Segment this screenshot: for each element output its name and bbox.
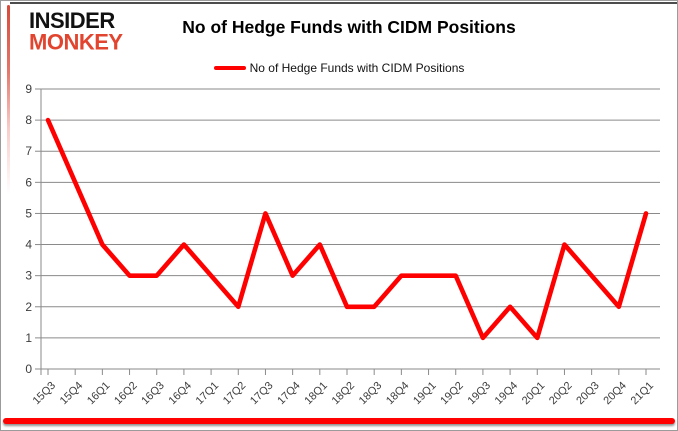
x-tick-label: 18Q2 — [330, 380, 358, 408]
x-tick-label: 19Q2 — [438, 380, 466, 408]
left-red-accent — [7, 5, 10, 195]
x-tick-label: 19Q4 — [493, 380, 521, 408]
x-tick-label: 15Q4 — [58, 380, 86, 408]
y-tick-label: 9 — [25, 82, 32, 96]
x-tick-label: 20Q1 — [520, 380, 548, 408]
legend-line-swatch — [213, 66, 246, 70]
x-tick-label: 17Q3 — [248, 380, 276, 408]
legend: No of Hedge Funds with CIDM Positions — [1, 61, 677, 75]
x-tick-label: 18Q3 — [357, 380, 385, 408]
y-tick-label: 7 — [25, 144, 32, 158]
x-tick-label: 16Q1 — [85, 380, 113, 408]
logo-monkey-text: MONKEY — [29, 28, 123, 55]
y-tick-label: 4 — [25, 238, 32, 252]
x-tick-label: 17Q4 — [275, 380, 303, 408]
y-tick-label: 2 — [25, 300, 32, 314]
x-tick-label: 17Q2 — [221, 380, 249, 408]
y-tick-label: 8 — [25, 113, 32, 127]
x-tick-label: 16Q4 — [167, 380, 195, 408]
x-tick-label: 21Q1 — [629, 380, 657, 408]
logo-insider-text: INSIDER — [29, 7, 115, 34]
y-tick-label: 3 — [25, 269, 32, 283]
chart-title: No of Hedge Funds with CIDM Positions — [182, 17, 516, 37]
bottom-red-bar — [3, 418, 675, 424]
x-tick-label: 20Q2 — [547, 380, 575, 408]
x-tick-label: 18Q4 — [384, 380, 412, 408]
x-tick-label: 20Q4 — [601, 380, 629, 408]
x-tick-label: 18Q1 — [302, 380, 330, 408]
x-tick-label: 19Q3 — [466, 380, 494, 408]
series-line-hedge-funds — [45, 117, 649, 341]
x-tick-label: 19Q1 — [411, 380, 439, 408]
x-tick-label: 17Q1 — [194, 380, 222, 408]
x-tick-label: 20Q3 — [574, 380, 602, 408]
x-tick-label: 16Q2 — [112, 380, 140, 408]
x-tick-label: 15Q3 — [31, 380, 59, 408]
y-tick-label: 5 — [25, 206, 32, 220]
y-tick-label: 6 — [25, 175, 32, 189]
x-tick-label: 16Q3 — [139, 380, 167, 408]
y-tick-label: 0 — [25, 362, 32, 376]
top-border-line — [10, 2, 677, 4]
legend-label: No of Hedge Funds with CIDM Positions — [249, 61, 465, 75]
y-tick-label: 1 — [25, 331, 32, 345]
insider-monkey-logo: INSIDER MONKEY — [29, 7, 123, 55]
